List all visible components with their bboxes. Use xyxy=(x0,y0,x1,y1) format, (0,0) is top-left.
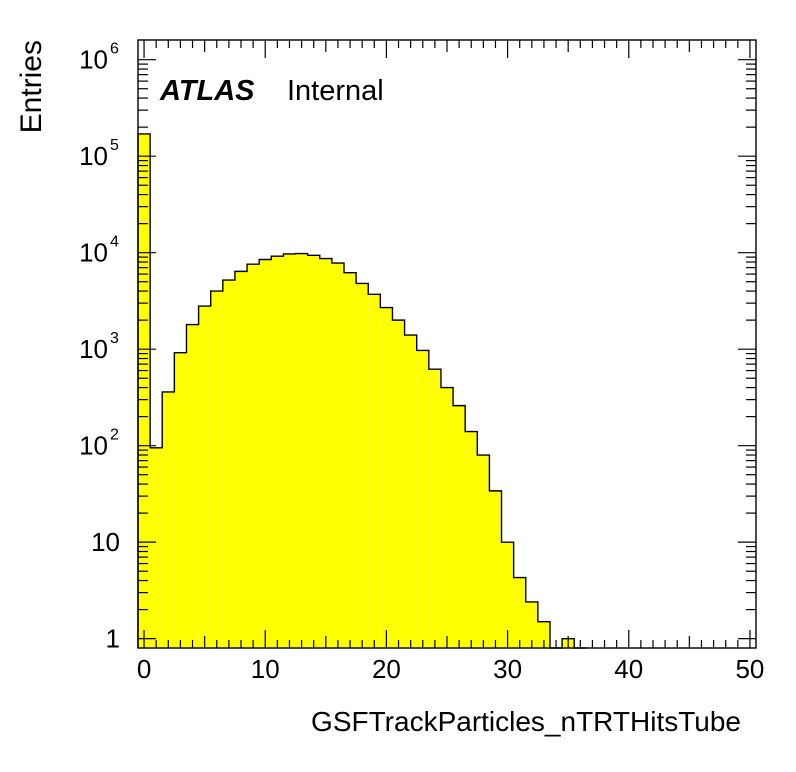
y-tick-label: 10 xyxy=(79,334,108,364)
histogram-bar-24 xyxy=(428,369,441,648)
histogram-bar-18 xyxy=(356,283,369,648)
histogram-bar-12 xyxy=(283,253,296,648)
histogram-bar-4 xyxy=(186,324,199,648)
histogram-bar-7 xyxy=(222,280,235,648)
x-axis-tick-labels: 0 10 20 30 40 50 xyxy=(137,654,765,684)
x-tick-label: 30 xyxy=(493,654,522,684)
y-tick-label: 10 xyxy=(91,527,120,557)
histogram-bar-20 xyxy=(380,307,393,648)
y-tick-label-exponent: 3 xyxy=(110,330,119,347)
histogram-bar-10 xyxy=(259,259,272,648)
y-tick-label-exponent: 4 xyxy=(110,234,119,251)
atlas-label: ATLAS xyxy=(159,75,255,107)
histogram-bar-30 xyxy=(501,542,514,648)
x-tick-label: 20 xyxy=(372,654,401,684)
histogram-bar-29 xyxy=(489,490,502,648)
y-axis-ticks xyxy=(138,59,756,640)
internal-label: Internal xyxy=(287,75,384,107)
x-tick-label: 0 xyxy=(137,654,151,684)
x-tick-label: 40 xyxy=(614,654,643,684)
histogram-bar-22 xyxy=(404,335,417,648)
histogram-bar-21 xyxy=(392,320,405,648)
histogram-bar-26 xyxy=(453,405,466,648)
histogram-bar-31 xyxy=(513,577,526,648)
histogram-bar-19 xyxy=(368,294,381,648)
x-axis-ticks xyxy=(143,40,751,648)
histogram-bars xyxy=(138,133,575,648)
histogram-bar-25 xyxy=(440,387,454,648)
histogram-outline xyxy=(137,133,587,649)
y-tick-label: 1 xyxy=(106,624,120,654)
histogram-bar-32 xyxy=(525,601,538,648)
histogram-bar-9 xyxy=(247,264,260,648)
y-tick-label: 10 xyxy=(79,141,108,171)
histogram-bar-28 xyxy=(477,455,490,648)
histogram-bar-5 xyxy=(198,306,211,648)
histogram-bar-13 xyxy=(295,253,308,648)
y-tick-label: 10 xyxy=(79,431,108,461)
histogram-bar-11 xyxy=(271,256,284,648)
y-axis-label: Entries xyxy=(15,40,48,133)
histogram-bar-1 xyxy=(150,447,163,648)
y-tick-label: 10 xyxy=(79,45,108,75)
histogram-bar-17 xyxy=(344,272,357,648)
y-tick-label-exponent: 5 xyxy=(110,137,119,154)
histogram-bar-15 xyxy=(319,258,332,648)
y-tick-label-exponent: 2 xyxy=(110,427,119,444)
histogram-bar-6 xyxy=(210,291,223,648)
y-tick-label: 10 xyxy=(79,238,108,268)
histogram-bar-23 xyxy=(416,350,429,648)
histogram-bar-3 xyxy=(174,352,187,648)
x-tick-label: 10 xyxy=(251,654,280,684)
x-axis-label: GSFTrackParticles_nTRTHitsTube xyxy=(311,706,741,737)
histogram-bar-16 xyxy=(331,263,344,648)
histogram-bar-2 xyxy=(162,391,175,648)
histogram-bar-14 xyxy=(307,255,320,648)
histogram-bar-8 xyxy=(234,271,248,648)
x-tick-label: 50 xyxy=(735,654,764,684)
histogram-bar-33 xyxy=(537,621,550,648)
y-tick-label-exponent: 6 xyxy=(110,41,119,58)
histogram-bar-27 xyxy=(465,431,478,648)
